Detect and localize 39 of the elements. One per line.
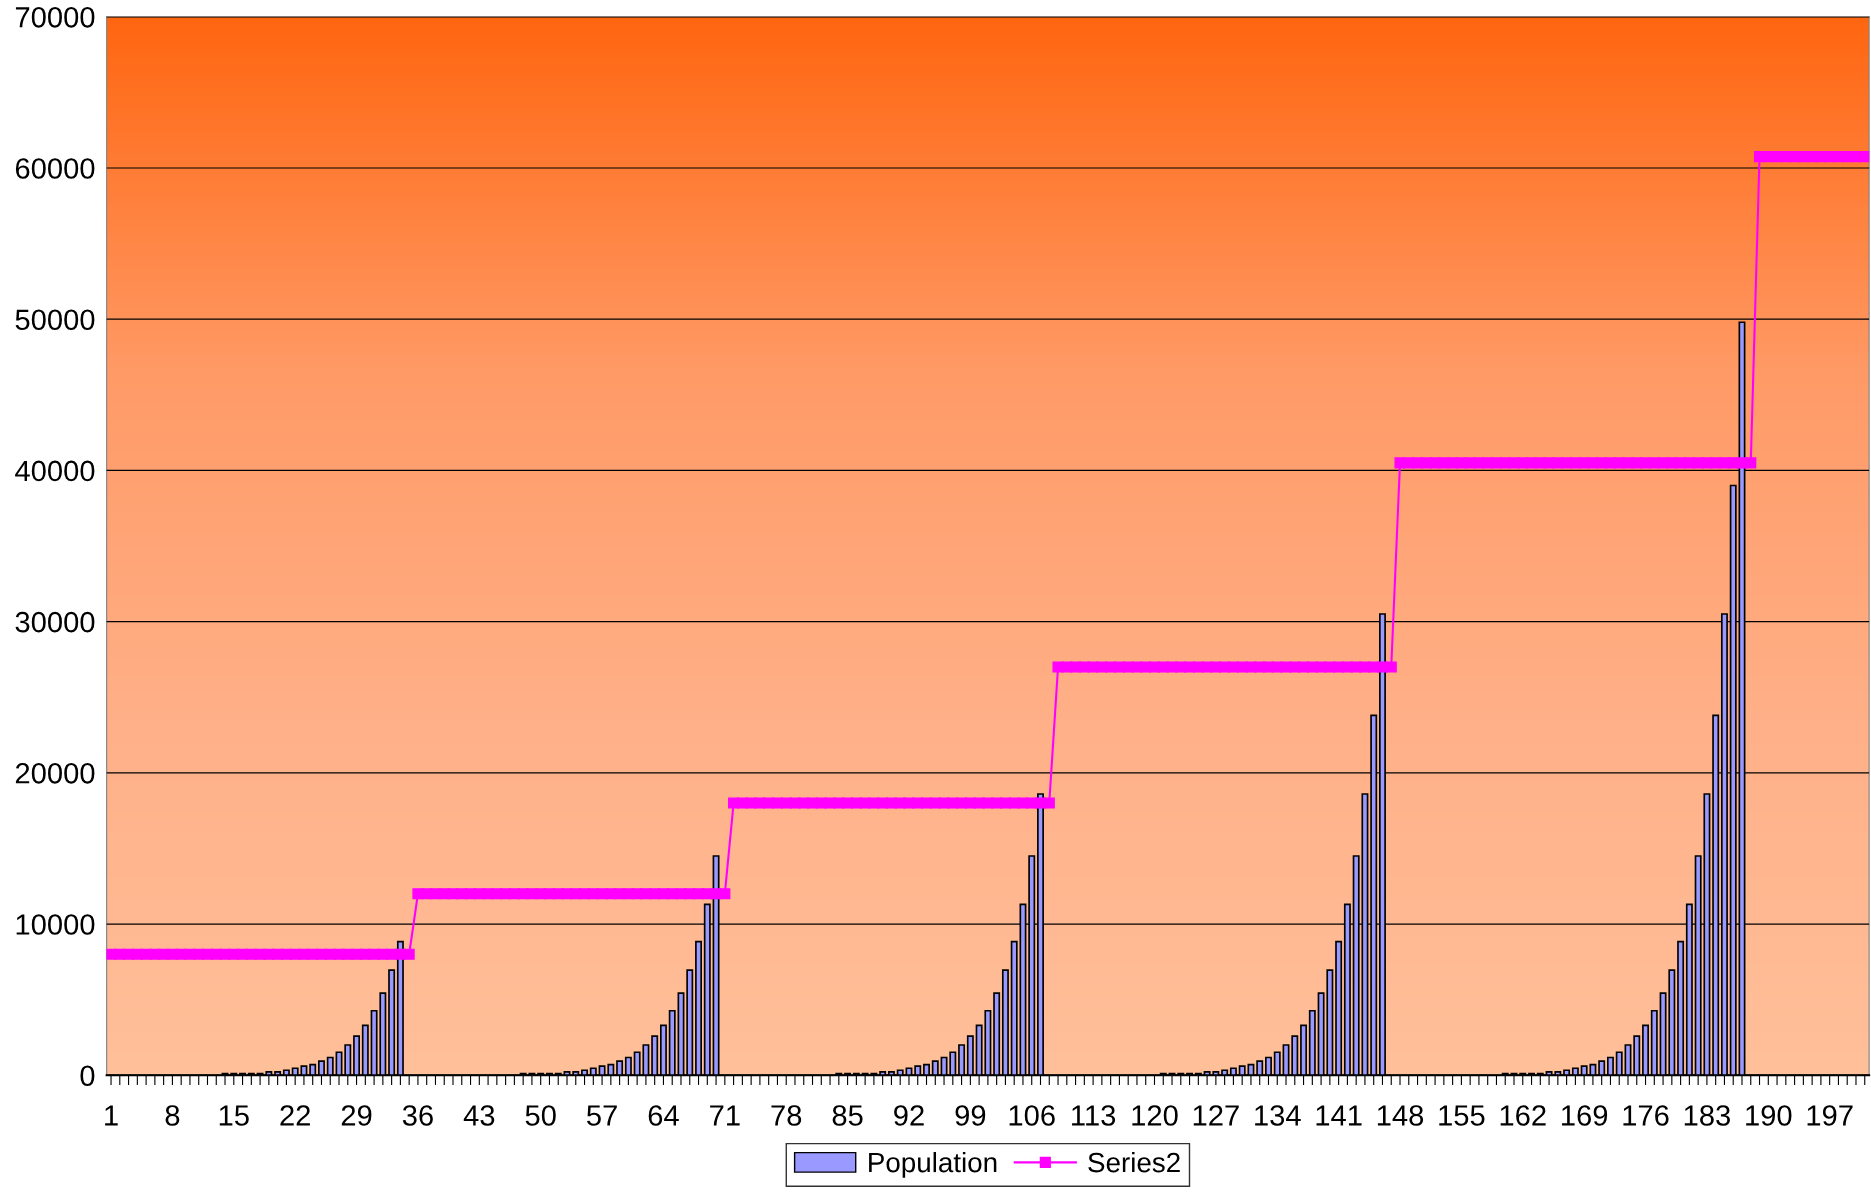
legend-label: Population: [869, 1151, 997, 1178]
x-tick-label: 78: [771, 1105, 802, 1126]
x-tick-label: 99: [955, 1105, 986, 1126]
x-tick-label: 197: [1807, 1105, 1853, 1126]
y-tick-label: 10000: [16, 914, 95, 935]
x-tick-label: 106: [1009, 1105, 1055, 1126]
x-tick-label: 113: [1072, 1105, 1116, 1126]
legend-label: Series2: [1088, 1151, 1180, 1173]
x-tick-label: 50: [525, 1105, 556, 1126]
x-tick-label: 134: [1255, 1105, 1301, 1126]
y-tick-label: 0: [80, 1065, 95, 1087]
x-tick-label: 15: [219, 1105, 249, 1126]
y-tick-label: 70000: [15, 7, 95, 28]
x-tick-label: 183: [1684, 1105, 1730, 1126]
x-tick-label: 148: [1377, 1105, 1424, 1126]
y-tick-label: 50000: [15, 309, 95, 331]
x-tick-label: 162: [1500, 1105, 1546, 1126]
y-tick-label: 60000: [15, 158, 95, 179]
y-tick-label: 20000: [15, 763, 95, 784]
y-tick-label: 30000: [15, 611, 95, 633]
x-tick-label: 155: [1439, 1105, 1485, 1126]
x-tick-label: 57: [587, 1105, 617, 1126]
x-tick-label: 85: [832, 1105, 863, 1126]
x-tick-label: 8: [165, 1105, 180, 1126]
x-tick-label: 169: [1562, 1105, 1608, 1126]
x-tick-label: 43: [463, 1105, 495, 1126]
x-tick-label: 176: [1623, 1105, 1669, 1126]
x-tick-label: 141: [1316, 1105, 1362, 1126]
x-tick-label: 127: [1193, 1105, 1239, 1126]
x-tick-label: 22: [280, 1105, 310, 1126]
x-tick-label: 120: [1132, 1105, 1178, 1126]
y-tick-label: 40000: [15, 460, 95, 482]
x-tick-label: 36: [402, 1105, 433, 1126]
x-tick-label: 71: [710, 1105, 740, 1126]
x-tick-label: 29: [341, 1105, 372, 1126]
x-tick-label: 1: [105, 1105, 118, 1126]
x-tick-label: 64: [648, 1105, 679, 1126]
x-tick-label: 92: [894, 1105, 924, 1126]
x-tick-label: 190: [1746, 1105, 1792, 1126]
